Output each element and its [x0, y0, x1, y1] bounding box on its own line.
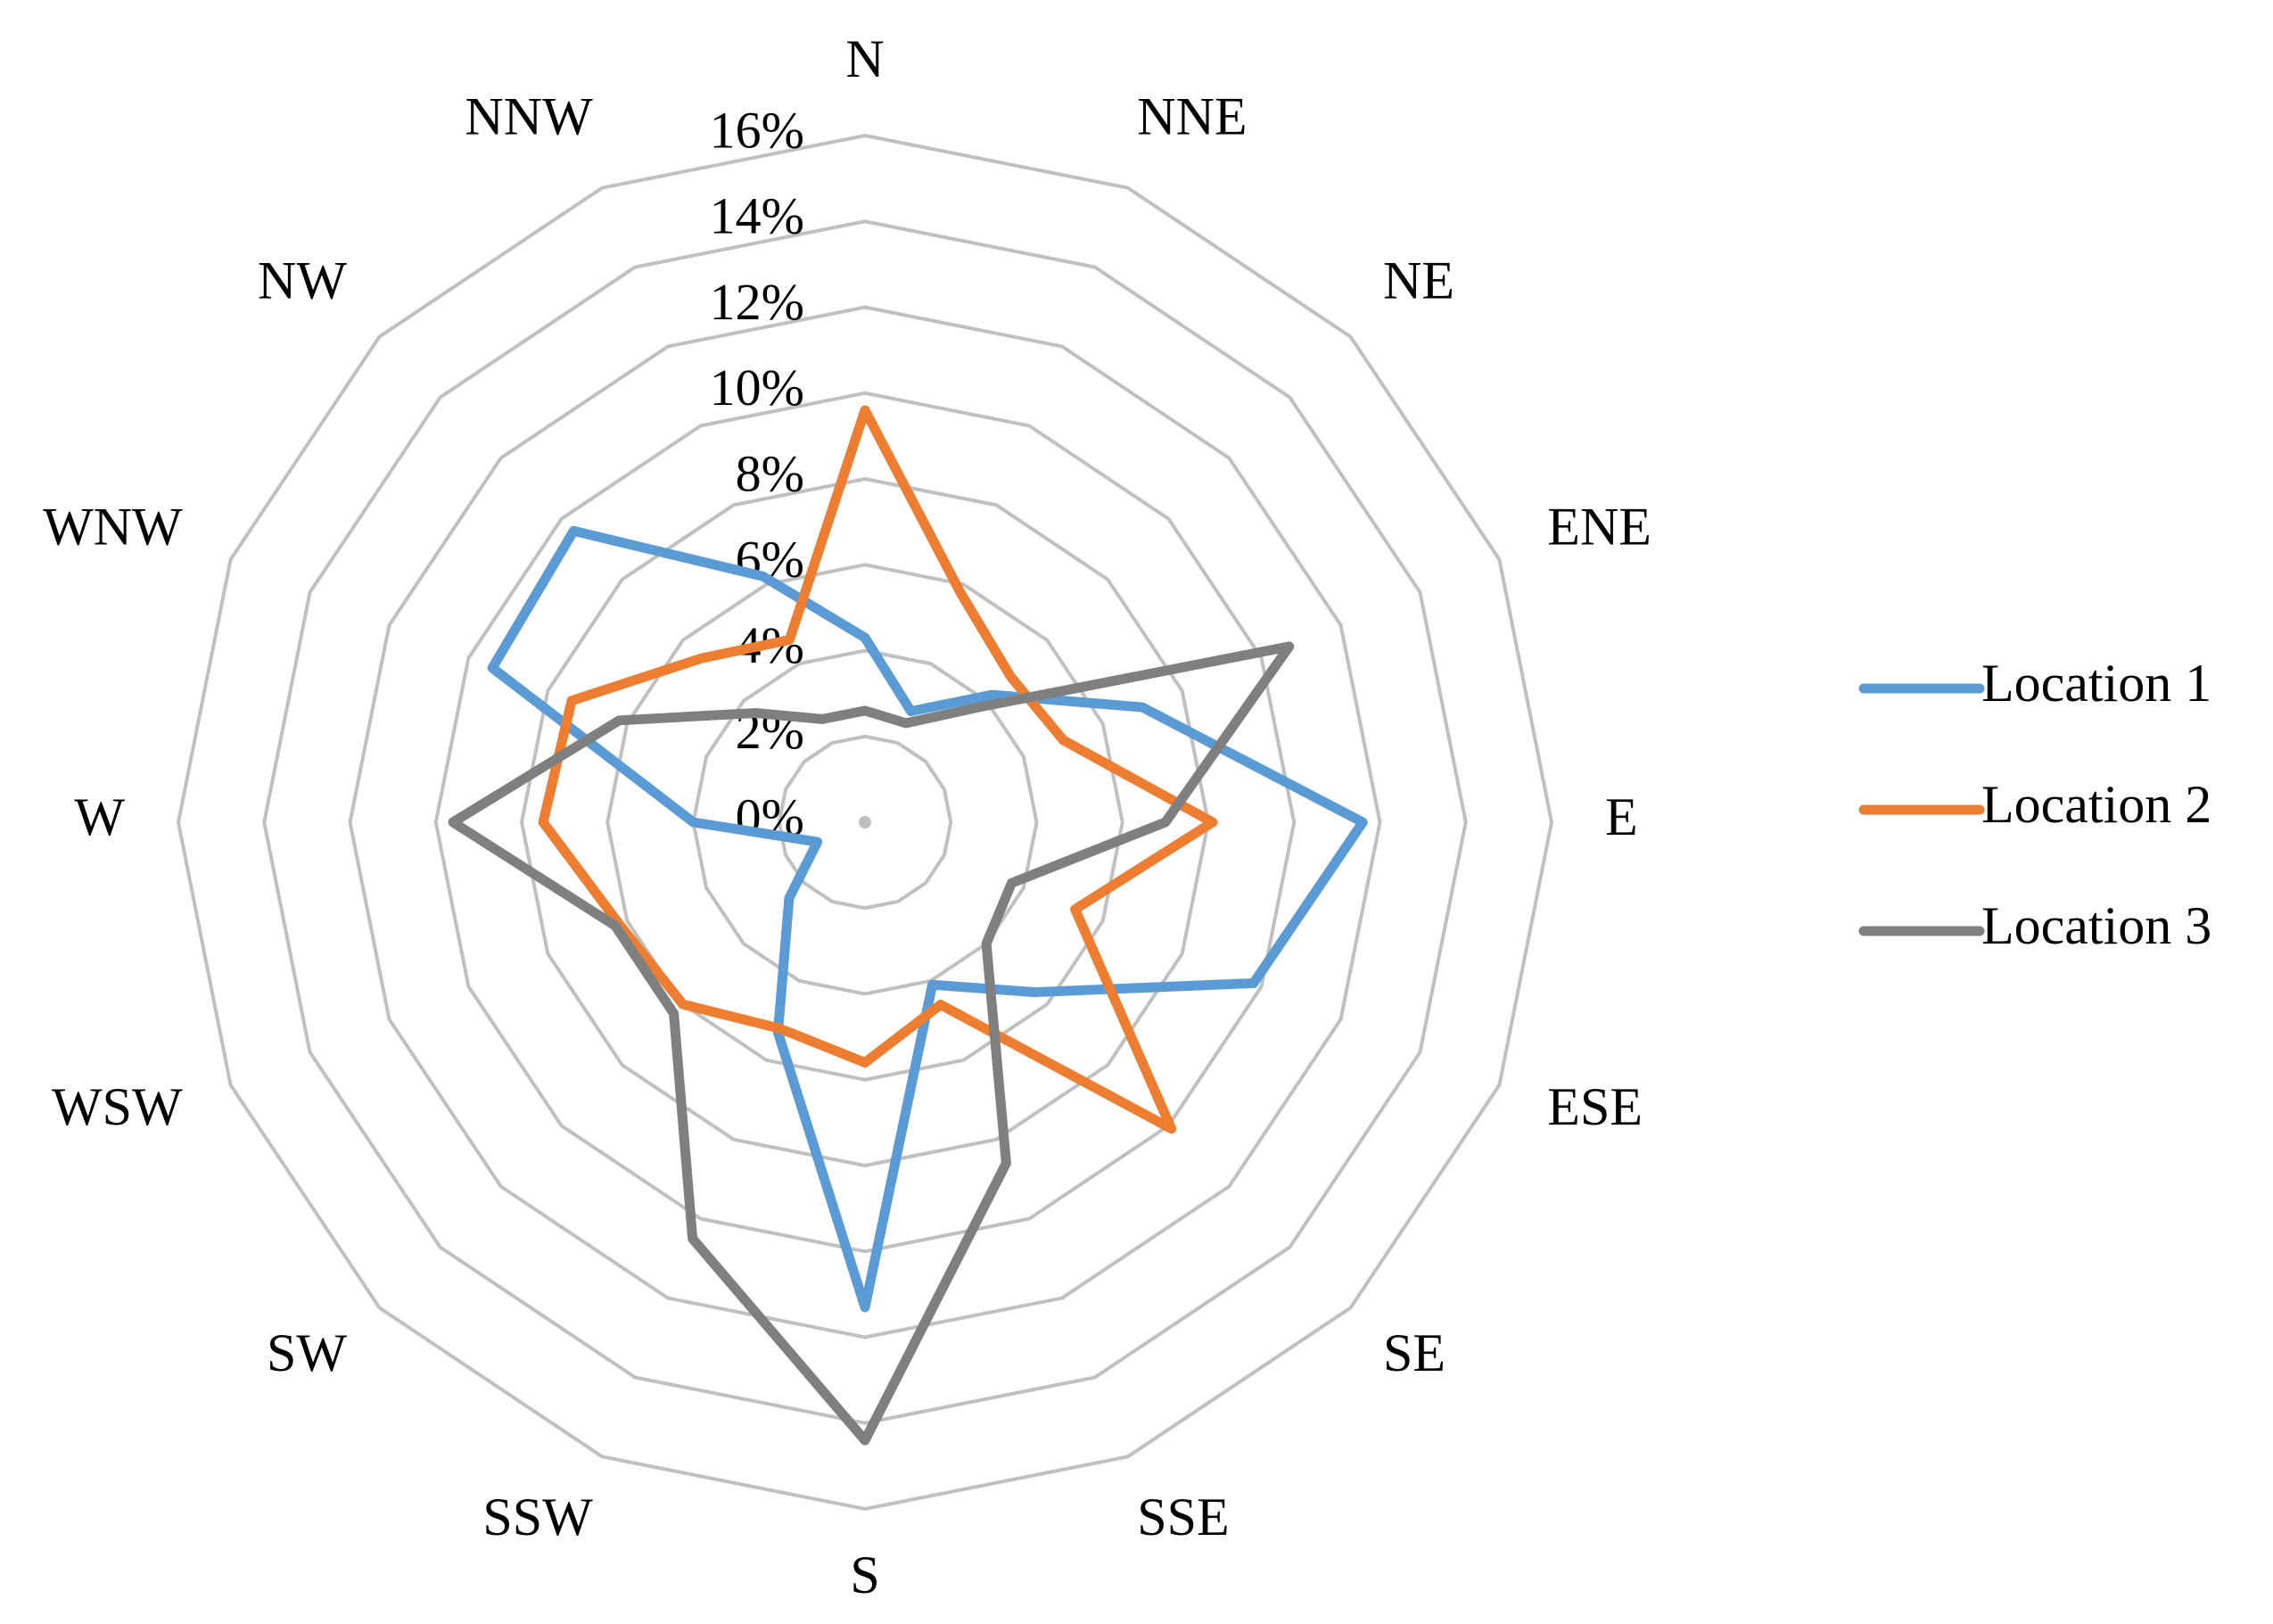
category-label: SW [267, 1323, 347, 1382]
category-label: E [1605, 787, 1638, 846]
grid-ring [777, 734, 953, 911]
grid-ring [691, 648, 1039, 996]
legend-label: Location 3 [1981, 896, 2211, 955]
category-label: NE [1383, 251, 1454, 310]
grid-ring [348, 305, 1382, 1340]
tick-label: 10% [710, 359, 804, 416]
tick-labels: 0%2%4%6%8%10%12%14%16% [710, 101, 804, 845]
tick-label: 8% [736, 444, 804, 502]
grid-ring [519, 476, 1211, 1168]
grid-ring [262, 219, 1468, 1425]
category-label: NNE [1137, 87, 1247, 145]
tick-label: 14% [710, 187, 804, 245]
category-label: W [74, 787, 125, 846]
grid-ring [605, 563, 1124, 1082]
legend-label: Location 2 [1981, 775, 2211, 834]
tick-label: 16% [710, 101, 804, 159]
tick-label: 12% [710, 273, 804, 331]
category-label: SE [1383, 1323, 1445, 1382]
data-series [448, 405, 1368, 1446]
category-label: NW [258, 251, 347, 310]
category-label: ESE [1547, 1077, 1643, 1136]
category-labels: N NNE NE ENE E ESE SE SSE S SSW SW WSW W WNW NW NNW [43, 29, 1651, 1604]
category-label: WSW [52, 1077, 183, 1136]
series-line-1 [487, 525, 1368, 1313]
category-label: WNW [43, 497, 183, 556]
series-line-2 [538, 405, 1218, 1134]
grid-ring [433, 391, 1297, 1254]
legend: Location 1 Location 2 Location 3 [1858, 654, 2211, 955]
category-label: SSE [1137, 1488, 1229, 1546]
category-label: S [850, 1546, 879, 1604]
category-label: N [845, 29, 884, 88]
category-label: SSW [482, 1488, 593, 1546]
series-line-3 [448, 641, 1295, 1446]
category-label: ENE [1547, 497, 1651, 556]
category-label: NNW [465, 87, 593, 145]
grid-center-dot [859, 816, 871, 828]
radar-grid [176, 133, 1554, 1512]
grid-ring [176, 133, 1554, 1512]
legend-label: Location 1 [1981, 654, 2211, 713]
